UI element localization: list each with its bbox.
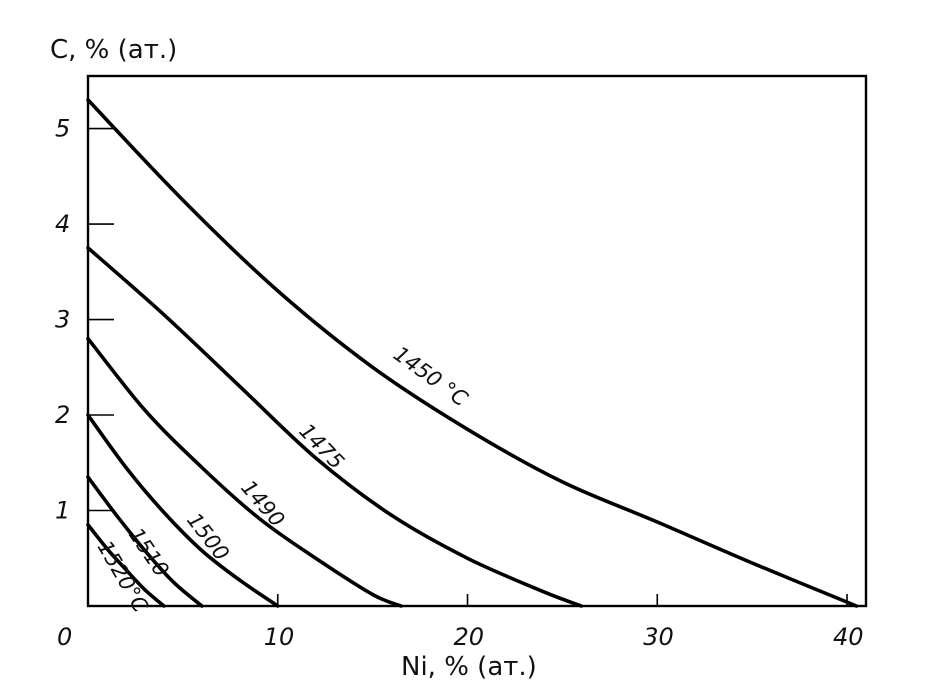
x-tick-label-10: 10: [264, 623, 295, 651]
isotherm-curve-6: [86, 523, 166, 608]
plot-frame: [86, 74, 868, 608]
y-tick-label-3: 3: [55, 306, 70, 334]
isotherm-curve-2: [86, 246, 584, 608]
isotherm-curve-3: [86, 336, 403, 608]
y-axis-label: C, % (ат.): [50, 35, 177, 65]
origin-tick-label: 0: [57, 623, 72, 651]
y-tick-label-2: 2: [55, 401, 70, 429]
isotherm-curve-4: [86, 413, 280, 608]
isotherm-curve-5: [86, 475, 204, 608]
y-tick-label-1: 1: [55, 497, 70, 525]
curves-layer: [86, 98, 859, 608]
x-tick-label-40: 40: [833, 623, 864, 651]
y-tick-label-4: 4: [55, 210, 70, 238]
x-axis-label: Ni, % (ат.): [401, 652, 537, 682]
x-tick-label-20: 20: [454, 623, 485, 651]
isotherm-curve-1: [86, 98, 859, 608]
y-tick-label-5: 5: [55, 115, 70, 143]
isotherm-label-1: 1450 °C: [389, 342, 472, 412]
x-tick-label-30: 30: [643, 623, 674, 651]
ticks-layer: 10 20 30 40 1 2 3 4 5: [55, 115, 864, 651]
